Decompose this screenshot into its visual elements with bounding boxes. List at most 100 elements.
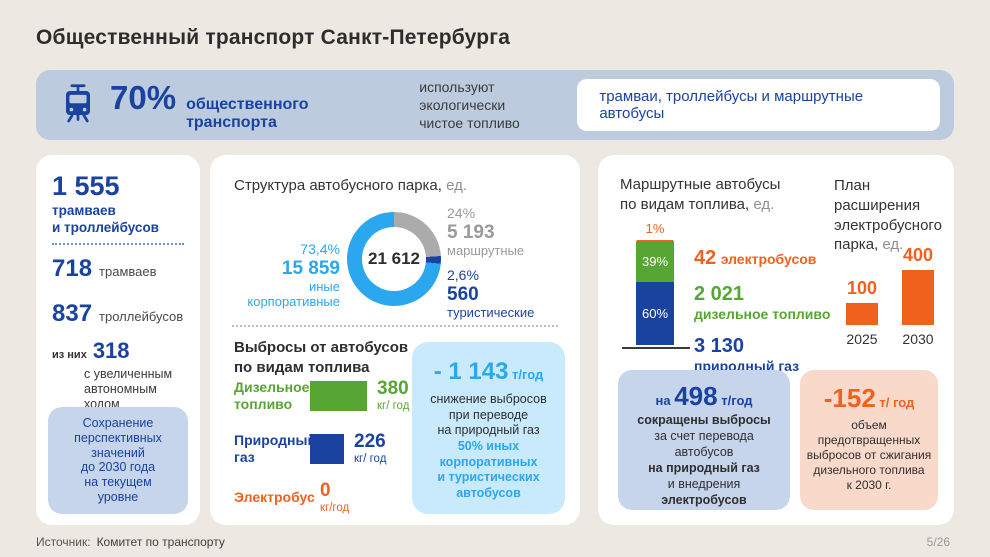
fuel-value: 226 кг/ год (354, 432, 386, 465)
legend-diesel: 2 021 дизельное топливо (694, 283, 830, 322)
stacked-bar-legend: 42 электробусов 2 021 дизельное топливо … (694, 247, 830, 387)
fuel-label: Дизельное топливо (234, 379, 310, 412)
stacked-bar-segment: 39% (636, 241, 674, 282)
ebus-plan-title: План расширения электробусного парка, ед… (834, 176, 942, 255)
extended-range-stat: из них 318 (52, 338, 130, 364)
value: -152 (823, 383, 876, 413)
value: 560 (447, 284, 479, 305)
donut-label-corporate: 73,4% 15 859 иные корпоративные (218, 241, 340, 310)
value: 226 (354, 431, 386, 453)
banner-description: используют экологически чистое топливо (419, 78, 520, 132)
value: 42 (694, 247, 717, 269)
stacked-bar-top-pct: 1% (645, 221, 665, 236)
value: 498 (674, 381, 718, 411)
trams-label: трамваев (99, 264, 157, 279)
legend-gas: 3 130 природный газ (694, 335, 830, 374)
extended-range-desc: с увеличенным автономным ходом (84, 367, 173, 411)
title-unit: ед. (749, 195, 775, 213)
prevented-text: объем предотвращенных выбросов от сжиган… (806, 418, 932, 492)
value: 380 (377, 378, 409, 400)
emission-bar (310, 433, 344, 464)
banner-subject: общественного транспорта (186, 95, 309, 131)
bar-value: 100 (846, 278, 878, 298)
pct: 2,6% (447, 267, 479, 283)
trams-value: 718 (52, 255, 93, 282)
bus-structure-title: Структура автобусного парка, ед. (234, 177, 467, 194)
fuel-label: Электробус (234, 489, 315, 506)
name: туристические (447, 305, 535, 320)
eco-banner: 70% общественного транспорта используют … (36, 70, 954, 140)
fuel-value: 380 кг/ год (377, 379, 409, 412)
source-value: Комитет по транспорту (96, 535, 225, 549)
value: 2 021 (694, 283, 745, 305)
bar-year: 2025 (846, 331, 878, 347)
plan-bar (902, 270, 934, 325)
title-unit: ед. (441, 177, 468, 194)
bus-park-donut: 21 612 (347, 212, 441, 306)
source-note: Источник: Комитет по транспорту (36, 535, 225, 549)
source-label: Источник: (36, 535, 91, 549)
prevented-emissions-box: -152 т/ год объем предотвращенных выброс… (800, 370, 938, 510)
bar-value: 400 (902, 245, 934, 265)
unit: кг/ год (354, 453, 387, 466)
pct: 73,4% (300, 241, 340, 257)
tram-icon (60, 83, 96, 128)
emissions-callout-box: - 1 143 т/год снижение выбросов при пере… (412, 342, 565, 514)
unit: кг/год (320, 502, 350, 514)
value: 0 (320, 480, 331, 501)
emission-row-gas: Природный газ 226 кг/ год (234, 432, 386, 466)
trolleybuses-stat: 837 троллейбусов (52, 300, 183, 328)
fleet-total-label: трамваев и троллейбусов (52, 203, 159, 235)
donut-label-tourist: 2,6% 560 туристические (447, 267, 534, 321)
name: маршрутные (447, 243, 525, 258)
unit: т/год (717, 393, 753, 408)
stacked-bar-segment (636, 240, 674, 242)
reduction-headline: на 498 т/год (620, 381, 788, 412)
line: за счет перевода (654, 429, 754, 443)
dotted-divider (52, 243, 184, 245)
emission-row-electric: Электробус 0 кг/год (234, 481, 349, 514)
emissions-reduction-box: на 498 т/год сокращены выбросы за счет п… (618, 370, 790, 510)
emissions-title: Выбросы от автобусов по видам топлива (234, 339, 409, 376)
trams-stat: 718 трамваев (52, 255, 157, 283)
name: электробусов (720, 251, 817, 267)
page-number: 5/26 (926, 535, 950, 549)
line: автобусов (674, 445, 734, 459)
stacked-bar-segment: 60% (636, 281, 674, 345)
plan-bar-2030: 400 (898, 205, 938, 325)
title-text: План расширения электробусного парка, (834, 177, 942, 254)
value: 3 130 (694, 335, 745, 358)
fuel-stacked-bar: 39% 60% (636, 240, 674, 346)
line: электробусов (661, 493, 747, 507)
page-title: Общественный транспорт Санкт-Петербурга (36, 26, 511, 49)
fuel-label: Природный газ (234, 432, 317, 465)
banner-stat: 70% общественного транспорта (110, 79, 391, 132)
plan-bar (846, 303, 878, 325)
route-buses-title: Маршрутные автобусы по видам топлива, ед… (620, 175, 780, 214)
unit: кг/ год (377, 400, 410, 413)
callout-headline: - 1 143 т/год (418, 358, 559, 386)
banner-pill: трамваи, троллейбусы и маршрутные автобу… (577, 79, 940, 131)
fleet-total-value: 1 555 (52, 171, 120, 201)
bar-baseline (622, 347, 690, 349)
banner-percent: 70% (110, 78, 177, 116)
title-text: Маршрутные автобусы по видам топлива, (620, 176, 781, 213)
emission-row-diesel: Дизельное топливо 380 кг/ год (234, 379, 409, 413)
line: и внедрения (667, 477, 741, 491)
segment-pct: 39% (641, 254, 669, 270)
value: - 1 143 (433, 358, 509, 385)
segment-pct: 60% (641, 305, 669, 321)
bar-year: 2030 (902, 331, 934, 347)
fleet-card: 1 555 трамваев и троллейбусов 718 трамва… (36, 155, 200, 525)
value: 15 859 (281, 258, 340, 279)
name: дизельное топливо (694, 306, 831, 322)
prevented-headline: -152 т/ год (804, 383, 934, 414)
value: 5 193 (447, 222, 495, 243)
legend-electric: 42 электробусов (694, 247, 830, 270)
callout-text: снижение выбросов при переводе на природ… (430, 392, 547, 438)
plan-bar-2025: 100 (842, 205, 882, 325)
unit: т/год (508, 367, 544, 382)
title-unit: ед. (878, 236, 904, 254)
of-them-label: из них (52, 349, 87, 361)
line: сокращены выбросы (637, 413, 771, 427)
